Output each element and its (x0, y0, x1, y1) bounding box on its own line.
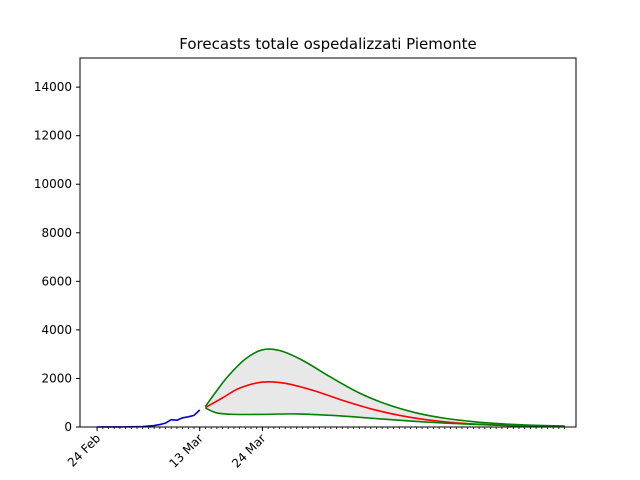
y-axis: 0 2000 4000 6000 8000 10000 12000 14000 (34, 80, 80, 434)
series-line-observed (97, 409, 201, 428)
y-tick-label: 12000 (34, 129, 72, 143)
y-tick-label: 4000 (41, 323, 72, 337)
plot-frame (79, 57, 577, 428)
x-axis: 24 Feb 13 Mar 24 Mar (65, 427, 565, 471)
y-tick-label: 10000 (34, 177, 72, 191)
series-line-forecast_upper (204, 348, 565, 427)
x-tick-label: 13 Mar (166, 431, 205, 470)
y-tick-label: 8000 (41, 226, 72, 240)
chart-title: Forecasts totale ospedalizzati Piemonte (179, 35, 476, 53)
series-line-forecast_lower (205, 407, 565, 428)
y-tick-label: 14000 (34, 80, 72, 94)
y-tick-label: 2000 (41, 371, 72, 385)
x-tick-label: 24 Mar (229, 431, 268, 470)
y-tick-label: 0 (64, 420, 72, 434)
series-lines-layer (97, 348, 565, 428)
y-tick-label: 6000 (41, 274, 72, 288)
x-tick-label: 24 Feb (65, 431, 103, 469)
